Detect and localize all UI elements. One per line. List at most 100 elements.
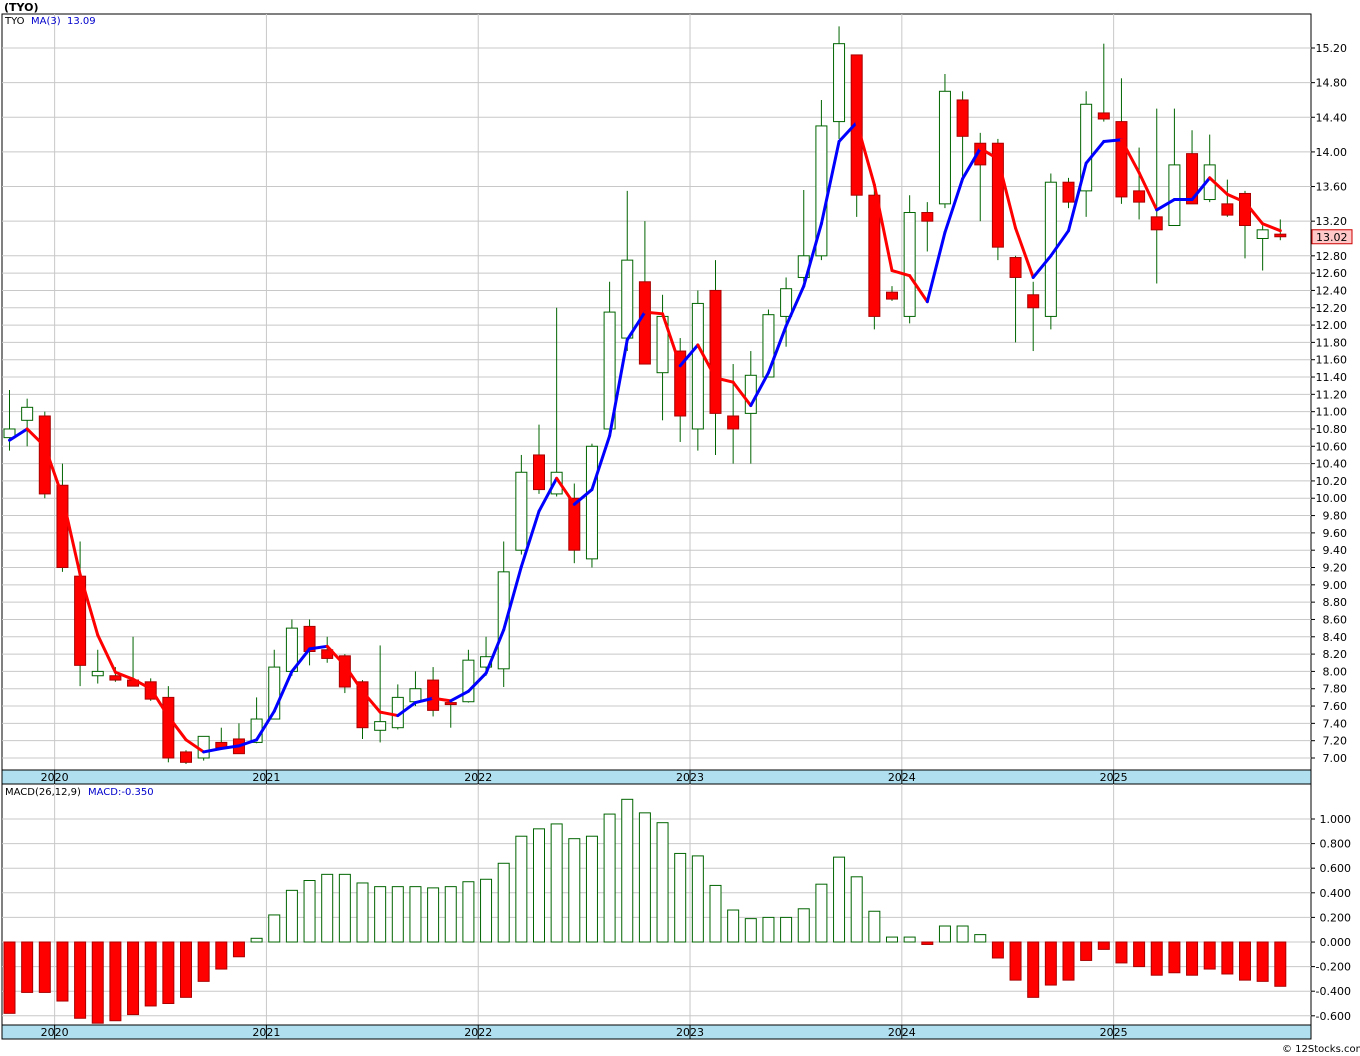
candle <box>585 443 598 568</box>
macd-bar-positive <box>674 852 687 943</box>
candle-body-down <box>427 679 440 711</box>
ma-segment-rising <box>255 709 276 742</box>
candle <box>868 186 881 330</box>
candle-body-up <box>91 670 104 677</box>
candle-body-up <box>938 90 951 205</box>
price-date-labels: 2020 2021 2022 2023 2024 2025 <box>41 770 1128 784</box>
candle <box>444 701 457 728</box>
ma-segment-falling <box>643 310 665 316</box>
price-tick-label: 8.00 <box>1323 665 1348 678</box>
year-label: 2025 <box>1100 771 1128 784</box>
macd-bar-negative <box>1274 941 1287 987</box>
candle <box>1168 108 1181 226</box>
macd-bar-positive <box>780 916 793 943</box>
candle <box>727 364 740 464</box>
ma-segment-rising <box>8 427 29 442</box>
macd-bar-negative <box>1133 941 1146 968</box>
macd-bar-positive <box>850 876 863 943</box>
year-label: 2024 <box>888 1026 916 1039</box>
candle-body-down <box>180 751 192 763</box>
macd-bar-positive <box>744 918 757 943</box>
macd-bar-positive <box>250 937 263 943</box>
ma-segment-falling <box>855 120 876 187</box>
macd-bar-negative <box>21 941 34 993</box>
ma-segment-falling <box>714 376 735 384</box>
candle <box>462 649 475 703</box>
ma-segment-rising <box>802 222 823 288</box>
macd-bar-positive <box>833 856 846 943</box>
candle-body-up <box>268 666 281 720</box>
macd-tick-label: -0.200 <box>1316 961 1351 974</box>
price-tick-label: 8.20 <box>1323 648 1348 661</box>
year-label: 2021 <box>252 1026 280 1039</box>
candle-body-down <box>1097 112 1110 120</box>
candle-body-down <box>1239 192 1251 226</box>
candle <box>1009 255 1022 343</box>
macd-bars <box>3 798 1287 1024</box>
macd-bar-positive <box>321 873 334 943</box>
ma-segment-rising <box>272 669 294 713</box>
candle <box>709 260 722 455</box>
ma-segment-falling <box>149 687 170 718</box>
macd-bar-positive <box>956 925 969 943</box>
ma-segment-falling <box>325 644 347 667</box>
ma-segment-rising <box>290 647 312 673</box>
ma-segment-rising <box>608 338 629 438</box>
ma-segment-rising <box>466 671 488 693</box>
macd-bar-negative <box>991 941 1004 959</box>
candle-body-down <box>991 142 1004 248</box>
macd-bar-positive <box>427 887 440 943</box>
ma-segment-rising <box>202 746 223 754</box>
candle <box>1221 179 1234 217</box>
macd-bar-positive <box>497 862 510 943</box>
price-panel <box>1 13 1312 774</box>
candle-body-down <box>1150 216 1163 231</box>
candle-body-up <box>691 302 704 430</box>
candle-body-up <box>409 688 422 703</box>
macd-bar-negative <box>921 941 934 945</box>
macd-bar-negative <box>1080 941 1093 961</box>
candle <box>833 26 846 139</box>
macd-bar-negative <box>1027 941 1040 998</box>
macd-bar-positive <box>938 925 951 943</box>
candle-body-up <box>903 212 916 317</box>
price-tick-label: 11.60 <box>1316 354 1348 367</box>
ma-segment-rising <box>484 628 506 675</box>
ma-segment-falling <box>996 157 1018 230</box>
candle <box>1062 177 1075 209</box>
candle-body-down <box>1009 257 1022 278</box>
price-tick-label: 10.00 <box>1316 492 1348 505</box>
ma-segment-rising <box>519 509 541 569</box>
candle-body-down <box>162 696 175 759</box>
candle <box>550 307 563 497</box>
macd-bar-positive <box>409 886 422 943</box>
macd-bar-positive <box>480 878 493 943</box>
candle-body-up <box>462 659 475 703</box>
ma-segment-falling <box>1261 222 1282 233</box>
candle <box>268 649 281 720</box>
candle-body-down <box>956 99 969 137</box>
ma-segment-falling <box>1243 200 1265 226</box>
candle-body-up <box>1080 103 1093 192</box>
candle-body-up <box>744 374 757 414</box>
macd-bar-negative <box>91 941 104 1024</box>
macd-bar-positive <box>285 889 298 943</box>
year-label: 2020 <box>41 1026 69 1039</box>
macd-bar-positive <box>815 883 828 943</box>
price-tick-label: 7.60 <box>1323 700 1348 713</box>
macd-tick-label: 0.600 <box>1320 862 1352 875</box>
candle-body-up <box>1168 164 1181 226</box>
ma-segment-falling <box>184 738 206 754</box>
price-tick-label: 9.80 <box>1323 510 1348 523</box>
footer-credit: © 12Stocks.com <box>1282 1044 1360 1055</box>
ma-segment-falling <box>872 183 894 273</box>
candle-body-up <box>762 314 775 378</box>
last-price-value: 13.02 <box>1316 231 1348 244</box>
macd-bar-positive <box>444 886 457 943</box>
year-label: 2024 <box>888 771 916 784</box>
ma-segment-rising <box>819 140 841 226</box>
candle-body-down <box>921 212 934 222</box>
price-tick-label: 12.20 <box>1316 302 1348 315</box>
macd-bar-positive <box>356 882 369 943</box>
